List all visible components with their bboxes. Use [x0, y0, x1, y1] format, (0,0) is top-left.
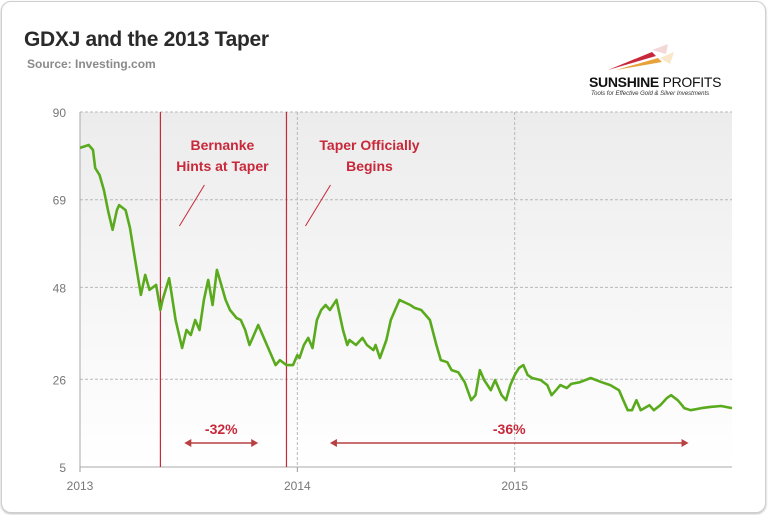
event-label: Begins	[346, 158, 393, 174]
y-tick-label: 26	[53, 373, 67, 387]
y-tick-label: 90	[53, 106, 67, 120]
sunshine-profits-logo-icon	[608, 44, 674, 70]
y-tick-label: 69	[53, 194, 67, 208]
arrow-head-right	[681, 439, 689, 447]
chart-title: GDXJ and the 2013 Taper	[24, 28, 269, 51]
arrow-head-left	[184, 439, 192, 447]
plot-area	[80, 112, 732, 467]
logo-name: SUNSHINE PROFITS	[589, 74, 722, 90]
logo-tagline: Tools for Effective Gold & Silver Invest…	[591, 91, 710, 97]
event-label: Taper Officially	[319, 137, 419, 153]
x-tick-label: 2015	[501, 479, 528, 493]
x-tick-label: 2013	[67, 479, 94, 493]
event-label: Hints at Taper	[176, 158, 269, 174]
gdxj-price-line	[79, 143, 733, 412]
arrow-head-left	[329, 439, 337, 447]
range-change-label: -36%	[493, 421, 526, 437]
range-change-label: -32%	[205, 421, 238, 437]
y-tick-label: 48	[53, 281, 67, 295]
pointer-line	[305, 184, 331, 227]
arrow-head-right	[251, 439, 259, 447]
y-tick-label: 5	[59, 461, 66, 475]
x-tick-label: 2014	[284, 479, 311, 493]
event-label: Bernanke	[191, 137, 255, 153]
source-note: Source: Investing.com	[27, 57, 156, 71]
pointer-line	[178, 184, 205, 227]
